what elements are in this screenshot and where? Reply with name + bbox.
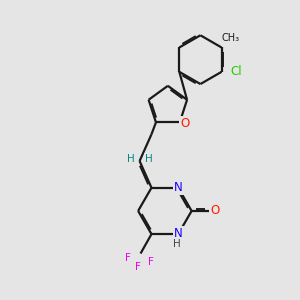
- Text: F: F: [148, 257, 154, 267]
- Text: O: O: [180, 117, 190, 130]
- Text: H: H: [173, 239, 181, 250]
- Text: F: F: [135, 262, 141, 272]
- Text: H: H: [127, 154, 135, 164]
- Text: H: H: [145, 154, 152, 164]
- Text: F: F: [125, 253, 131, 263]
- Text: N: N: [174, 227, 183, 240]
- Text: Cl: Cl: [231, 65, 242, 78]
- Text: CH₃: CH₃: [221, 33, 239, 43]
- Text: O: O: [211, 204, 220, 218]
- Text: N: N: [174, 181, 183, 194]
